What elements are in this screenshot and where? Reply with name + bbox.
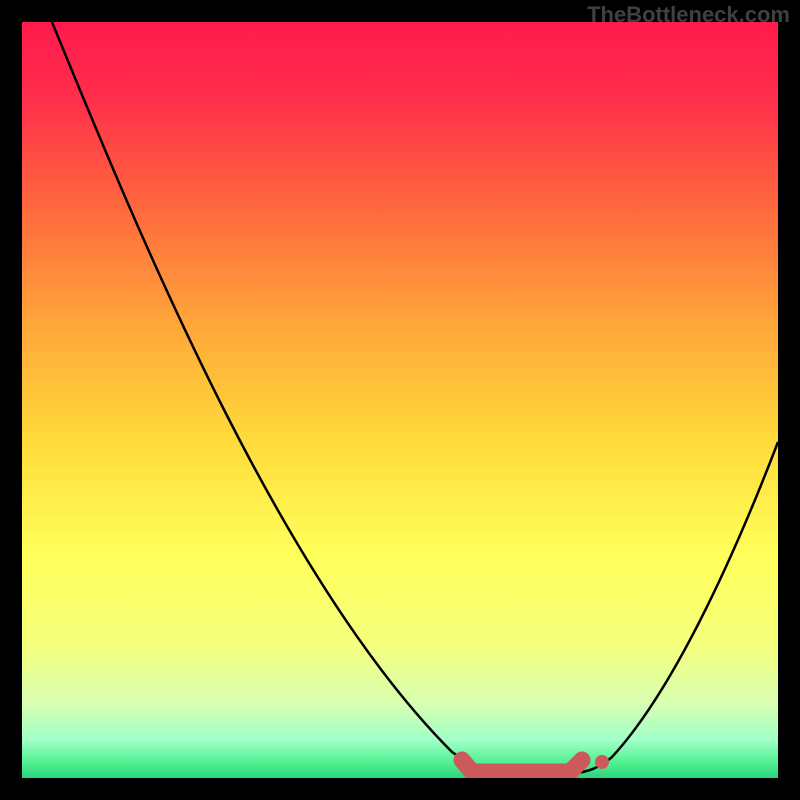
chart-svg <box>22 22 778 778</box>
chart-frame: TheBottleneck.com <box>0 0 800 800</box>
gradient-rect <box>22 22 778 778</box>
end-dot <box>595 755 609 769</box>
plot-area <box>22 22 778 778</box>
watermark-label: TheBottleneck.com <box>587 2 790 28</box>
